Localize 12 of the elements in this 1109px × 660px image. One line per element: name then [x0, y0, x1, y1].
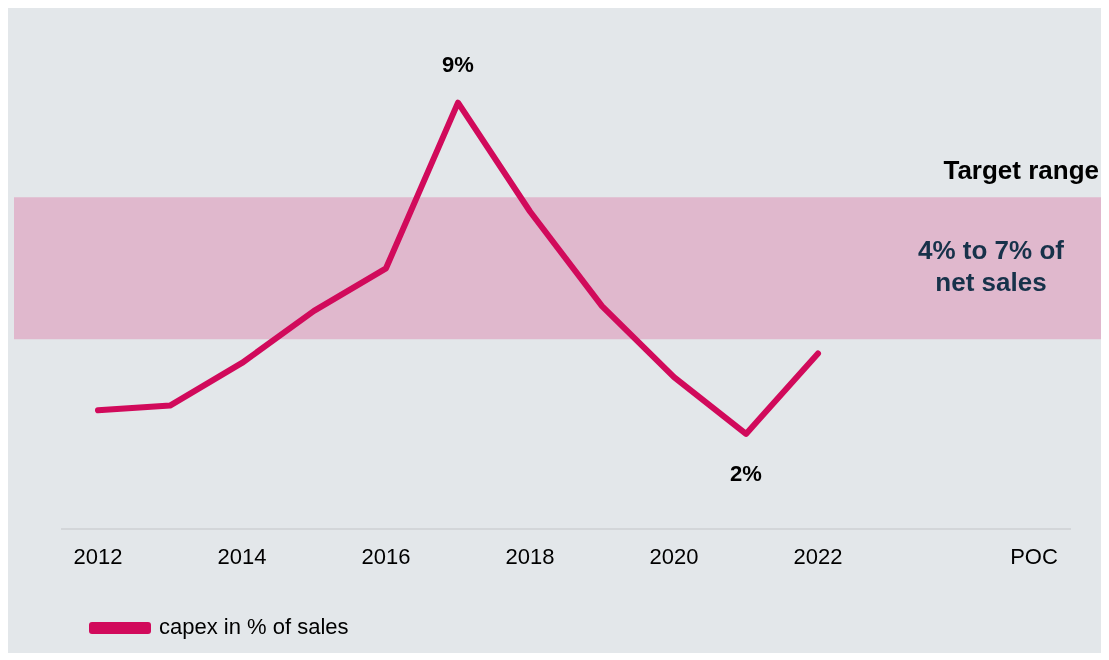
data-label: 2% [730, 461, 762, 487]
band-label: 4% to 7% of net sales [918, 235, 1065, 298]
x-tick-label: 2020 [649, 543, 699, 569]
data-label: 9% [442, 51, 474, 77]
x-tick-label: 2022 [793, 543, 843, 569]
x-tick-label: POC [1010, 543, 1058, 569]
annotation: Target range [943, 155, 1099, 186]
x-tick-label: 2018 [505, 543, 555, 569]
legend-label: capex in % of sales [159, 614, 349, 640]
x-tick-label: 2012 [73, 543, 123, 569]
x-tick-label: 2014 [217, 543, 267, 569]
x-tick-label: 2016 [361, 543, 411, 569]
